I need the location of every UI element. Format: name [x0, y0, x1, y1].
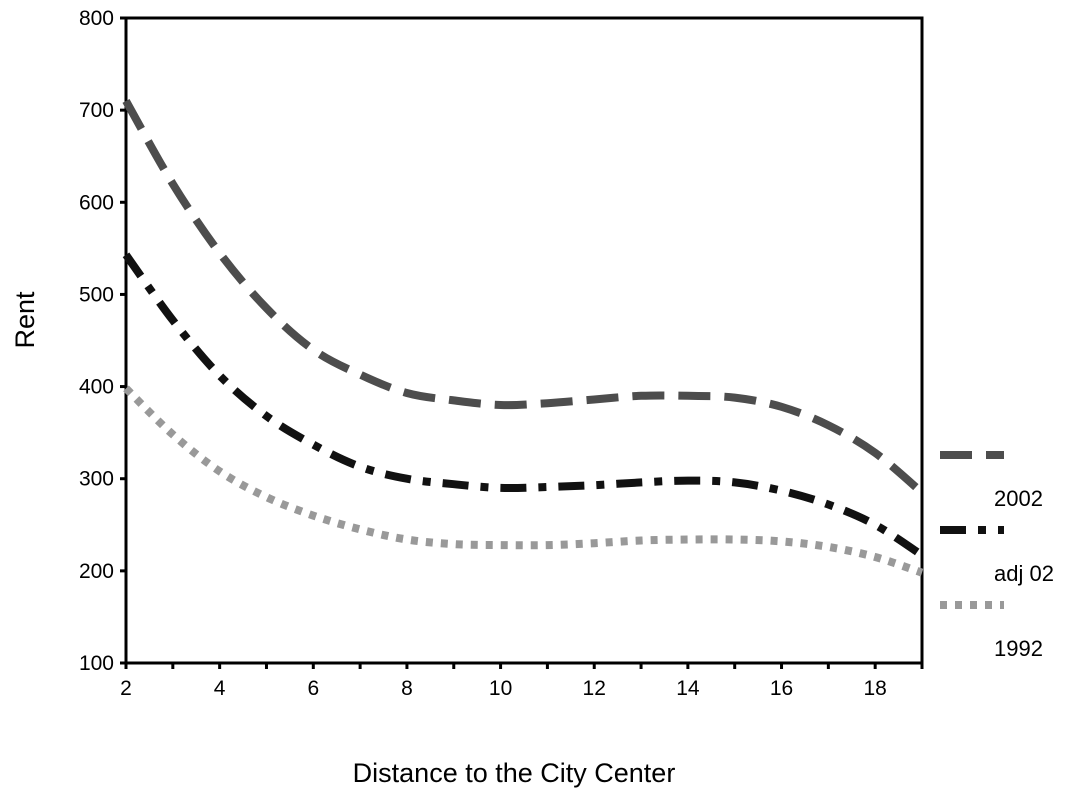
- y-tick-label: 600: [79, 191, 114, 214]
- y-tick-label: 400: [79, 376, 114, 399]
- legend-label-2: 1992: [994, 636, 1043, 661]
- plot-area: [124, 16, 924, 665]
- y-tick-label: 100: [79, 652, 114, 675]
- y-tick-label: 500: [79, 283, 114, 306]
- series-line-1: [122, 252, 925, 559]
- plot-frame: [124, 16, 924, 665]
- legend-label-1: adj 02: [994, 561, 1054, 586]
- y-tick-label: 700: [79, 99, 114, 122]
- x-tick-label: 8: [401, 677, 413, 700]
- y-tick-label: 300: [79, 468, 114, 491]
- legend-label-0: 2002: [994, 486, 1043, 511]
- x-axis-title: Distance to the City Center: [353, 758, 676, 788]
- y-tick-label: 200: [79, 560, 114, 583]
- series-line-2: [123, 385, 924, 577]
- x-tick-label: 12: [583, 677, 606, 700]
- series-layer: [122, 98, 925, 577]
- x-tick-label: 18: [863, 677, 886, 700]
- y-axis-title: Rent: [10, 291, 40, 349]
- x-tick-label: 4: [214, 677, 226, 700]
- y-axis-ticks: 100 200 300 400 500 600 700 800: [79, 7, 126, 675]
- y-tick-label: 800: [79, 7, 114, 30]
- x-tick-label: 10: [489, 677, 512, 700]
- x-tick-label: 14: [676, 677, 700, 700]
- x-tick-label: 2: [120, 677, 132, 700]
- legend: 2002 adj 02 1992: [940, 451, 1054, 661]
- x-tick-label: 6: [307, 677, 319, 700]
- x-tick-label: 16: [770, 677, 793, 700]
- x-axis-ticks: 2 4 6 8 10 12 14 16 18: [120, 663, 924, 700]
- series-line-0: [122, 98, 925, 496]
